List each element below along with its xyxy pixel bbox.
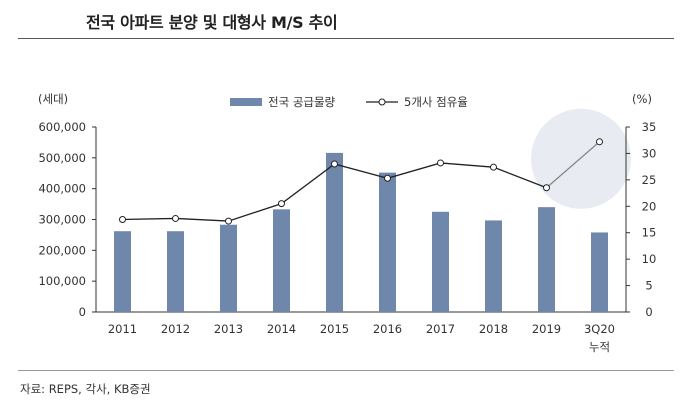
share-point [490, 163, 497, 171]
axis-labels: 0 100,000 200,000 300,000 400,000 500,000 600,… [38, 92, 656, 354]
x-tick-label: 누적 [589, 340, 610, 354]
bar [538, 207, 555, 312]
share-point [225, 217, 232, 225]
x-tick-label: 2015 [320, 322, 349, 336]
legend: 전국 공급물량 5개사 점유율 [230, 95, 468, 109]
bar [326, 152, 343, 312]
share-point [278, 200, 285, 208]
bars [114, 152, 608, 312]
chart-title: 전국 아파트 분양 및 대형사 M/S 추이 [86, 13, 338, 32]
source-divider [18, 370, 674, 371]
share-point [172, 214, 179, 222]
x-tick-label: 2019 [532, 322, 561, 336]
title-divider [18, 38, 674, 39]
right-tick-label: 0 [645, 305, 652, 319]
right-tick-label: 35 [642, 120, 657, 134]
x-tick-label: 2013 [214, 322, 243, 336]
share-point [384, 174, 391, 182]
share-point [543, 184, 550, 192]
share-line [119, 138, 603, 225]
legend-bar-swatch [230, 98, 262, 106]
bar [114, 231, 131, 312]
left-tick-label: 100,000 [38, 274, 86, 288]
bar [379, 172, 396, 312]
legend-bar-label: 전국 공급물량 [268, 95, 336, 109]
bar [432, 211, 449, 312]
left-axis-unit: (세대) [38, 92, 68, 106]
legend-line-marker [378, 98, 386, 106]
right-tick-label: 15 [642, 226, 657, 240]
axes [92, 126, 630, 313]
right-tick-label: 30 [642, 146, 657, 160]
right-tick-label: 25 [642, 173, 657, 187]
x-tick-label: 2014 [267, 322, 296, 336]
share-line-highlight-segment [546, 141, 600, 189]
bar [591, 232, 608, 312]
x-tick-label: 2017 [426, 322, 455, 336]
bar [220, 224, 237, 312]
share-point [119, 216, 126, 223]
source-note: 자료: REPS, 각사, KB증권 [20, 382, 151, 396]
x-tick-label: 2016 [373, 322, 402, 336]
share-point [437, 159, 444, 167]
x-tick-label: 3Q20 [584, 322, 615, 336]
legend-line-label: 5개사 점유율 [404, 95, 468, 109]
left-tick-label: 0 [79, 305, 86, 319]
x-tick-label: 2018 [479, 322, 508, 336]
chart: 0 100,000 200,000 300,000 400,000 500,000 600,… [38, 92, 656, 354]
bar [167, 231, 184, 312]
highlight-circle [531, 108, 631, 209]
bar [273, 209, 290, 312]
share-point [596, 138, 603, 146]
left-tick-label: 500,000 [38, 151, 86, 165]
left-tick-label: 600,000 [38, 120, 86, 134]
left-tick-label: 200,000 [38, 243, 86, 257]
bar [485, 220, 502, 312]
left-tick-label: 400,000 [38, 182, 86, 196]
right-axis-unit: (%) [632, 92, 652, 106]
right-tick-label: 10 [642, 252, 657, 266]
left-tick-label: 300,000 [38, 213, 86, 227]
right-tick-label: 20 [642, 199, 657, 213]
x-tick-label: 2012 [161, 322, 190, 336]
right-tick-label: 5 [645, 279, 652, 293]
x-tick-label: 2011 [108, 322, 137, 336]
share-point [331, 160, 338, 168]
